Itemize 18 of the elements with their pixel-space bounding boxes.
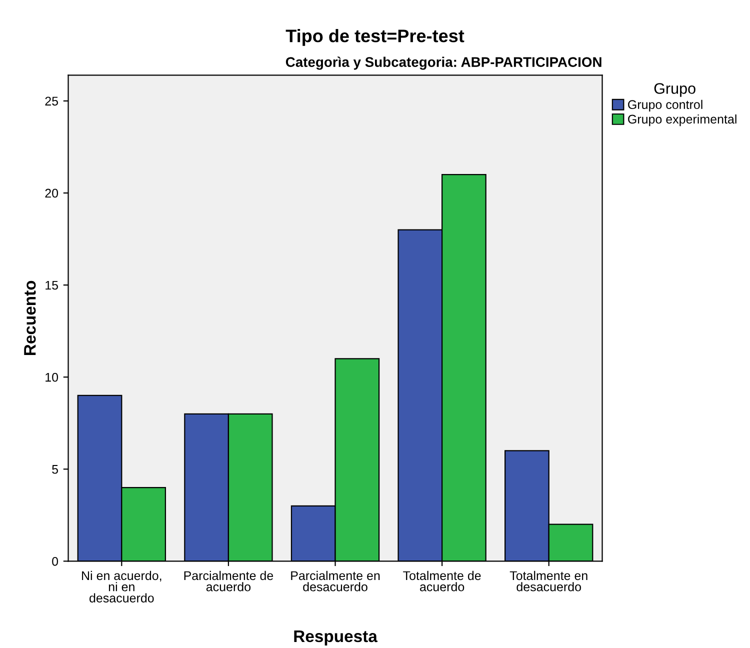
chart-title: Tipo de test=Pre-test (286, 29, 464, 46)
chart-subtitle: Categorìa y Subcategoria: ABP-PARTICIPACION (286, 56, 602, 70)
y-tick-label: 10 (46, 372, 58, 382)
y-tick-label: 0 (52, 556, 58, 566)
x-tick-label: Totalmente en desacuerdo (510, 570, 588, 592)
y-tick-label: 20 (45, 188, 58, 198)
legend-label: Grupo control (628, 100, 702, 112)
y-tick-label: 15 (46, 280, 58, 290)
x-tick-label: Parcialmente de acuerdo (184, 570, 274, 592)
x-tick-label: Ni en acuerdo, ni en desacuerdo (82, 570, 162, 602)
x-axis-title: Respuesta (294, 630, 378, 646)
y-tick-label: 25 (45, 96, 58, 106)
legend-label: Grupo experimental (628, 114, 736, 126)
x-tick-label: Parcialmente en desacuerdo (291, 570, 380, 592)
y-tick-label: 5 (52, 465, 58, 474)
y-axis-title: Recuento (24, 280, 36, 356)
legend-title: Grupo (654, 83, 696, 97)
x-tick-label: Totalmente de acuerdo (403, 570, 481, 592)
